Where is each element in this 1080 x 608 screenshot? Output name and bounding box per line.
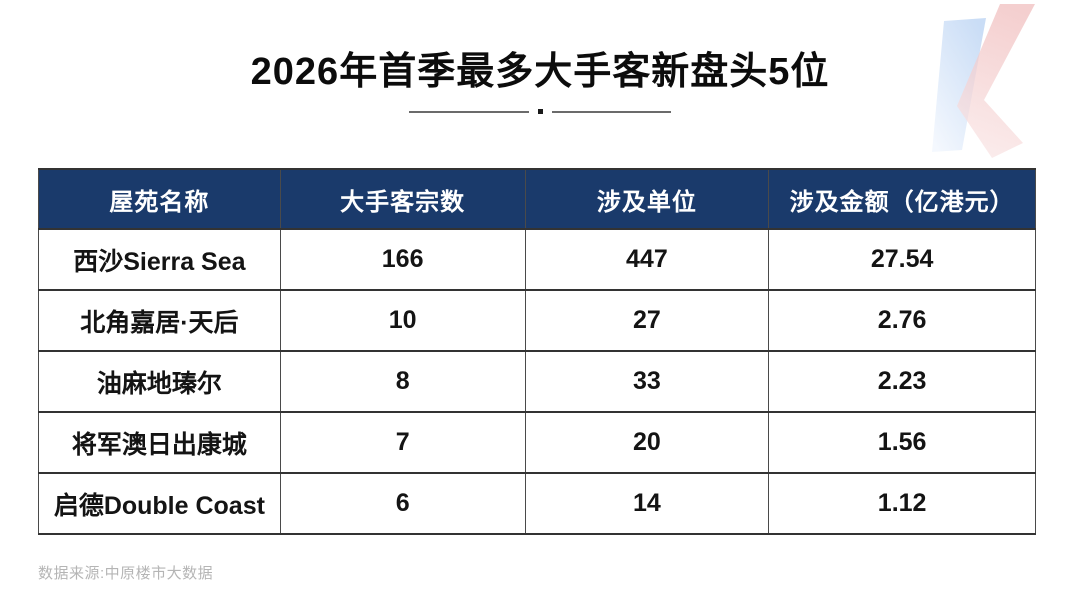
- cell-units: 447: [524, 228, 770, 291]
- page-title: 2026年首季最多大手客新盘头5位: [250, 51, 830, 93]
- table-row: 西沙Sierra Sea 166 447 27.54: [38, 228, 1036, 291]
- divider-line-right: [551, 110, 671, 113]
- table-row: 启德Double Coast 6 14 1.12: [38, 472, 1036, 535]
- cell-estate-name: 将军澳日出康城: [38, 411, 281, 474]
- cell-deal-count: 7: [279, 411, 526, 474]
- ranking-table: 屋苑名称 大手客宗数 涉及单位 涉及金额（亿港元） 西沙Sierra Sea 1…: [38, 168, 1036, 535]
- data-source-note: 数据来源:中原楼市大数据: [38, 565, 214, 582]
- table-header-row: 屋苑名称 大手客宗数 涉及单位 涉及金额（亿港元）: [38, 168, 1036, 230]
- cell-amount: 2.23: [768, 350, 1036, 413]
- cell-deal-count: 166: [279, 228, 526, 291]
- cell-units: 20: [524, 411, 770, 474]
- cell-amount: 1.56: [768, 411, 1036, 474]
- cell-units: 33: [524, 350, 770, 413]
- cell-units: 14: [524, 472, 770, 535]
- table-row: 将军澳日出康城 7 20 1.56: [38, 411, 1036, 474]
- header-amount: 涉及金额（亿港元）: [768, 168, 1036, 230]
- title-divider: [409, 108, 671, 115]
- cell-estate-name: 西沙Sierra Sea: [38, 228, 281, 291]
- divider-line-left: [409, 110, 529, 113]
- cell-estate-name: 北角嘉居·天后: [38, 289, 281, 352]
- cell-units: 27: [524, 289, 770, 352]
- header-units-involved: 涉及单位: [524, 168, 770, 230]
- cell-amount: 1.12: [768, 472, 1036, 535]
- header-estate-name: 屋苑名称: [38, 168, 281, 230]
- cell-deal-count: 8: [279, 350, 526, 413]
- cell-estate-name: 油麻地瑧尔: [38, 350, 281, 413]
- table-row: 油麻地瑧尔 8 33 2.23: [38, 350, 1036, 413]
- cell-deal-count: 6: [279, 472, 526, 535]
- cell-amount: 2.76: [768, 289, 1036, 352]
- cell-amount: 27.54: [768, 228, 1036, 291]
- header-deal-count: 大手客宗数: [279, 168, 526, 230]
- divider-dot: [537, 109, 543, 114]
- cell-deal-count: 10: [279, 289, 526, 352]
- table-row: 北角嘉居·天后 10 27 2.76: [38, 289, 1036, 352]
- cell-estate-name: 启德Double Coast: [38, 472, 281, 535]
